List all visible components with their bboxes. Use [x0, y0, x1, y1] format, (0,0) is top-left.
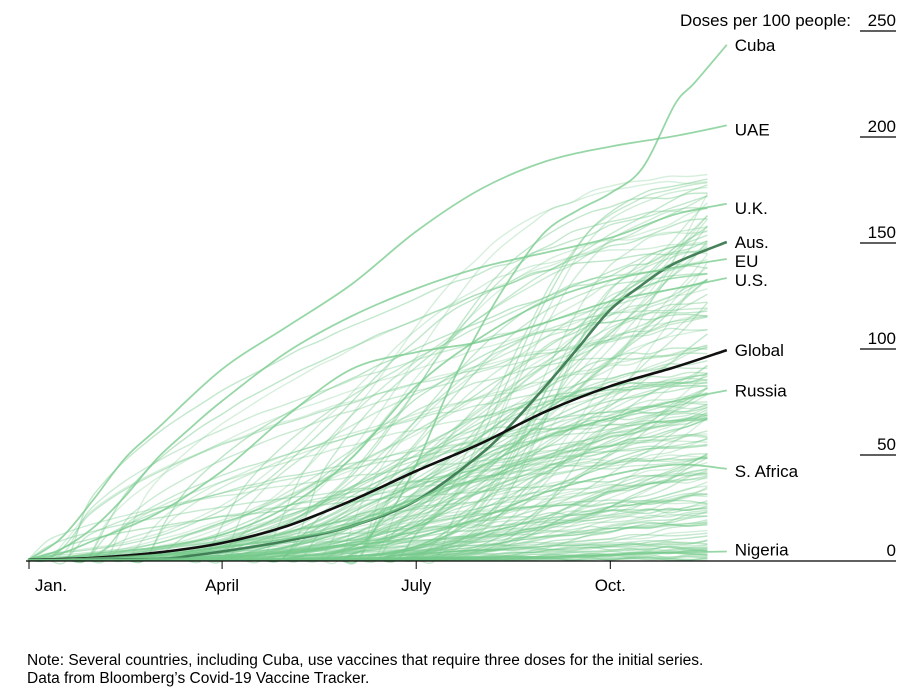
country-line	[28, 316, 708, 564]
y-tick-label: 100	[868, 329, 896, 348]
country-line	[28, 195, 708, 565]
country-line	[28, 403, 708, 563]
series-line-uae	[27, 124, 727, 561]
country-line	[27, 435, 708, 561]
country-line	[27, 250, 708, 561]
y-tick-label: 150	[868, 223, 896, 242]
country-line	[28, 513, 708, 562]
series-label-russia: Russia	[735, 381, 788, 400]
series-label-aus: Aus.	[735, 233, 769, 252]
labeled-series-lines	[27, 44, 728, 562]
y-tick-label: 250	[868, 11, 896, 30]
note-line-1: Note: Several countries, including Cuba,…	[27, 652, 704, 669]
country-line	[28, 207, 708, 563]
country-line	[28, 344, 708, 563]
series-label-u-k: U.K.	[735, 199, 768, 218]
vaccine-doses-chart: Jan. April July Oct. 250 200 150 100 50 0 Doses pe…	[26, 11, 896, 595]
country-line	[27, 315, 708, 563]
series-line-global	[27, 348, 728, 562]
series-label-global: Global	[735, 341, 784, 360]
series-label-eu: EU	[735, 252, 759, 271]
axes: Jan. April July Oct. 250 200 150 100 50 0 Doses pe…	[26, 11, 896, 595]
country-line	[28, 391, 708, 561]
series-line-nigeria	[27, 550, 727, 561]
country-line	[27, 472, 708, 561]
country-line	[28, 456, 708, 561]
note-line-2: Data from Bloomberg’s Covid-19 Vaccine T…	[27, 670, 370, 687]
series-line-russia	[27, 389, 727, 561]
y-tick-label: 0	[887, 541, 896, 560]
country-line	[28, 360, 708, 562]
series-label-s-africa: S. Africa	[735, 462, 799, 481]
series-line-aus	[27, 240, 728, 562]
country-line	[27, 417, 708, 561]
y-tick-label: 200	[868, 117, 896, 136]
series-line-eu	[27, 258, 727, 561]
series-labels: Cuba UAE U.K. Aus.EUU.S. Global Russia S. Afri…	[735, 36, 799, 560]
x-tick-label: Oct.	[595, 576, 626, 595]
series-label-nigeria: Nigeria	[735, 540, 789, 559]
country-line	[27, 352, 708, 561]
country-line	[28, 308, 708, 561]
series-label-cuba: Cuba	[735, 36, 776, 55]
series-label-uae: UAE	[735, 121, 770, 140]
country-line	[27, 419, 708, 561]
country-line	[27, 279, 708, 562]
country-line	[28, 457, 708, 562]
y-axis-title: Doses per 100 people:	[680, 11, 851, 30]
x-tick-label: April	[205, 576, 239, 595]
y-tick-label: 50	[877, 435, 896, 454]
x-tick-label: Jan.	[35, 576, 67, 595]
country-line	[27, 243, 708, 561]
country-line	[27, 241, 708, 561]
series-label-u-s: U.S.	[735, 271, 768, 290]
country-line	[28, 202, 708, 561]
country-line	[27, 406, 708, 561]
country-line	[28, 288, 708, 564]
background-country-lines	[27, 173, 709, 565]
series-line-s-africa	[27, 463, 727, 561]
country-line	[28, 387, 708, 561]
series-line-u-k	[27, 202, 727, 561]
country-line	[27, 226, 708, 561]
chart-note: Note: Several countries, including Cuba,…	[27, 652, 703, 688]
country-line	[28, 454, 708, 561]
country-line	[27, 315, 708, 562]
series-line-u-s	[27, 277, 727, 561]
x-tick-label: July	[401, 576, 432, 595]
